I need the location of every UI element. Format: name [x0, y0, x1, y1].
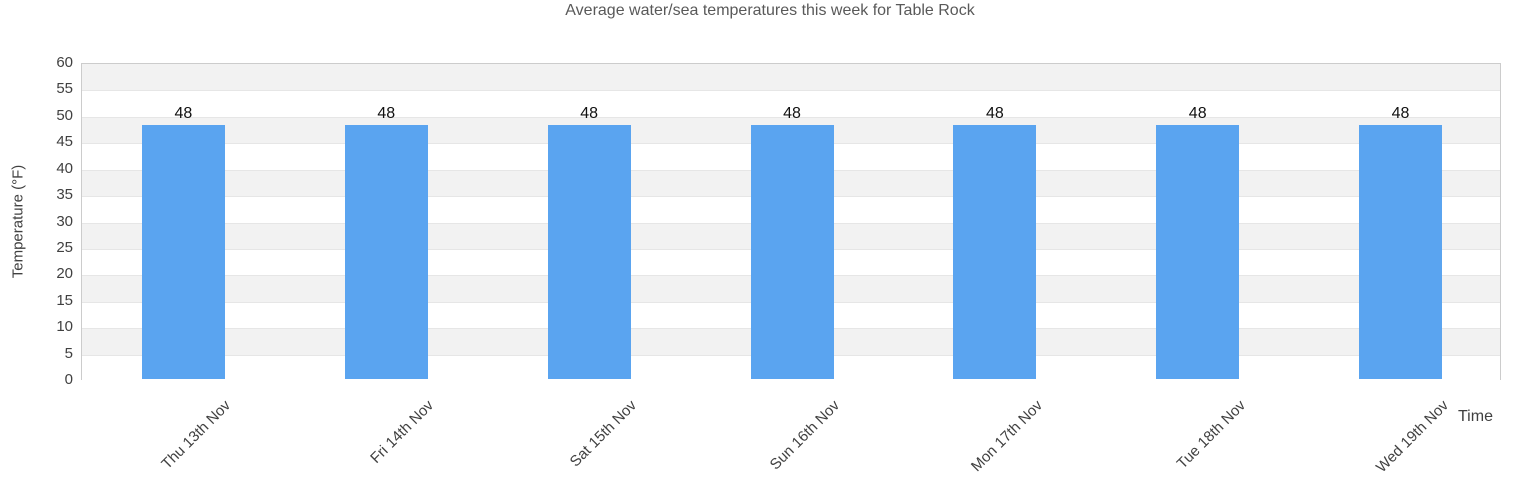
y-tick-label: 25	[56, 238, 73, 256]
bar-value-label: 48	[580, 105, 599, 123]
gridline	[82, 117, 1500, 118]
plot-band	[82, 64, 1500, 91]
y-tick-label: 10	[56, 318, 73, 336]
x-tick-label: Sat 15th Nov	[566, 397, 641, 471]
bar-value-label: 48	[985, 105, 1004, 123]
y-axis-title: Temperature (°F)	[9, 164, 27, 279]
y-tick-label: 45	[56, 133, 73, 151]
x-tick-label: Fri 14th Nov	[367, 397, 438, 467]
y-tick-label: 50	[56, 106, 73, 124]
bar-value-label: 48	[377, 105, 396, 123]
x-tick-label: Sun 16th Nov	[766, 397, 844, 474]
x-axis-title: Time	[1458, 408, 1493, 425]
y-tick-label: 40	[56, 159, 73, 177]
bar-fri-14th-nov	[344, 125, 428, 379]
x-tick-label: Wed 19th Nov	[1372, 397, 1452, 477]
y-tick-label: 0	[64, 371, 73, 388]
y-tick-label: 35	[56, 186, 73, 204]
x-tick-label: Tue 18th Nov	[1173, 397, 1249, 473]
bar-mon-17th-nov	[953, 125, 1037, 379]
bar-tue-18th-nov	[1156, 125, 1240, 379]
bar-thu-13th-nov	[141, 125, 225, 379]
bar-value-label: 48	[1391, 105, 1410, 123]
bar-value-label: 48	[174, 105, 193, 123]
bar-value-label: 48	[783, 105, 801, 123]
plot-area: 48 48 48 48 48 48 48	[81, 63, 1501, 381]
x-tick-label: Mon 17th Nov	[967, 397, 1046, 476]
bar-sun-16th-nov	[750, 125, 834, 379]
y-tick-label: 60	[56, 54, 73, 71]
y-tick-label: 5	[64, 344, 73, 362]
bar-sat-15th-nov	[547, 125, 631, 379]
bar-wed-19th-nov	[1359, 125, 1443, 379]
y-tick-label: 30	[56, 212, 73, 230]
chart-title: Average water/sea temperatures this week…	[565, 2, 975, 19]
y-tick-label: 15	[56, 291, 73, 309]
y-tick-label: 55	[56, 80, 73, 98]
x-tick-label: Thu 13th Nov	[158, 397, 235, 473]
y-tick-label: 20	[56, 265, 73, 283]
plot-band	[82, 90, 1500, 117]
bar-value-label: 48	[1188, 105, 1207, 123]
gridline	[82, 90, 1500, 91]
